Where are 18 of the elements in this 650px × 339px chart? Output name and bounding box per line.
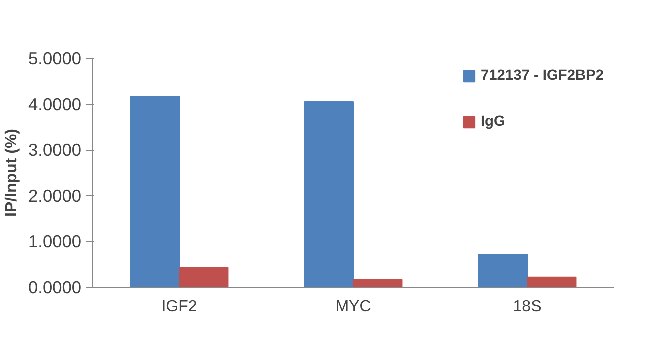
bar xyxy=(130,96,180,288)
y-axis-title: IP/Input (%) xyxy=(4,129,20,217)
bar xyxy=(304,102,354,288)
y-tick-label: 5.0000 xyxy=(28,48,82,68)
x-tick-label: 18S xyxy=(513,298,542,316)
legend-label: 712137 - IGF2BP2 xyxy=(480,68,604,84)
y-tick-label: 0.0000 xyxy=(28,278,82,298)
y-tick-label: 3.0000 xyxy=(28,140,82,160)
bar xyxy=(179,267,229,288)
y-tick-label: 4.0000 xyxy=(28,94,82,114)
bar xyxy=(478,254,528,288)
x-tick-label: IGF2 xyxy=(162,298,198,316)
bar xyxy=(353,279,403,288)
bar xyxy=(527,276,577,288)
legend-label: IgG xyxy=(480,114,506,130)
y-tick-label: 2.0000 xyxy=(28,186,82,206)
x-tick-label: MYC xyxy=(336,298,372,316)
y-tick-label: 1.0000 xyxy=(28,232,82,252)
